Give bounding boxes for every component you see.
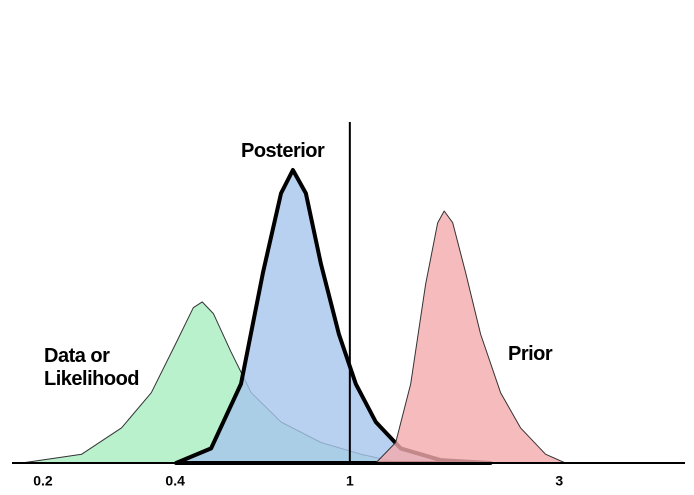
series-label: Posterior [241,140,325,162]
x-tick-label: 0.4 [165,473,185,489]
x-tick-label: 0.2 [33,473,53,489]
x-tick-label: 1 [346,473,354,489]
x-tick-label: 3 [555,473,563,489]
series-label: Prior [508,343,553,365]
series-label: Data or Likelihood [44,345,140,390]
density-area [375,210,566,464]
